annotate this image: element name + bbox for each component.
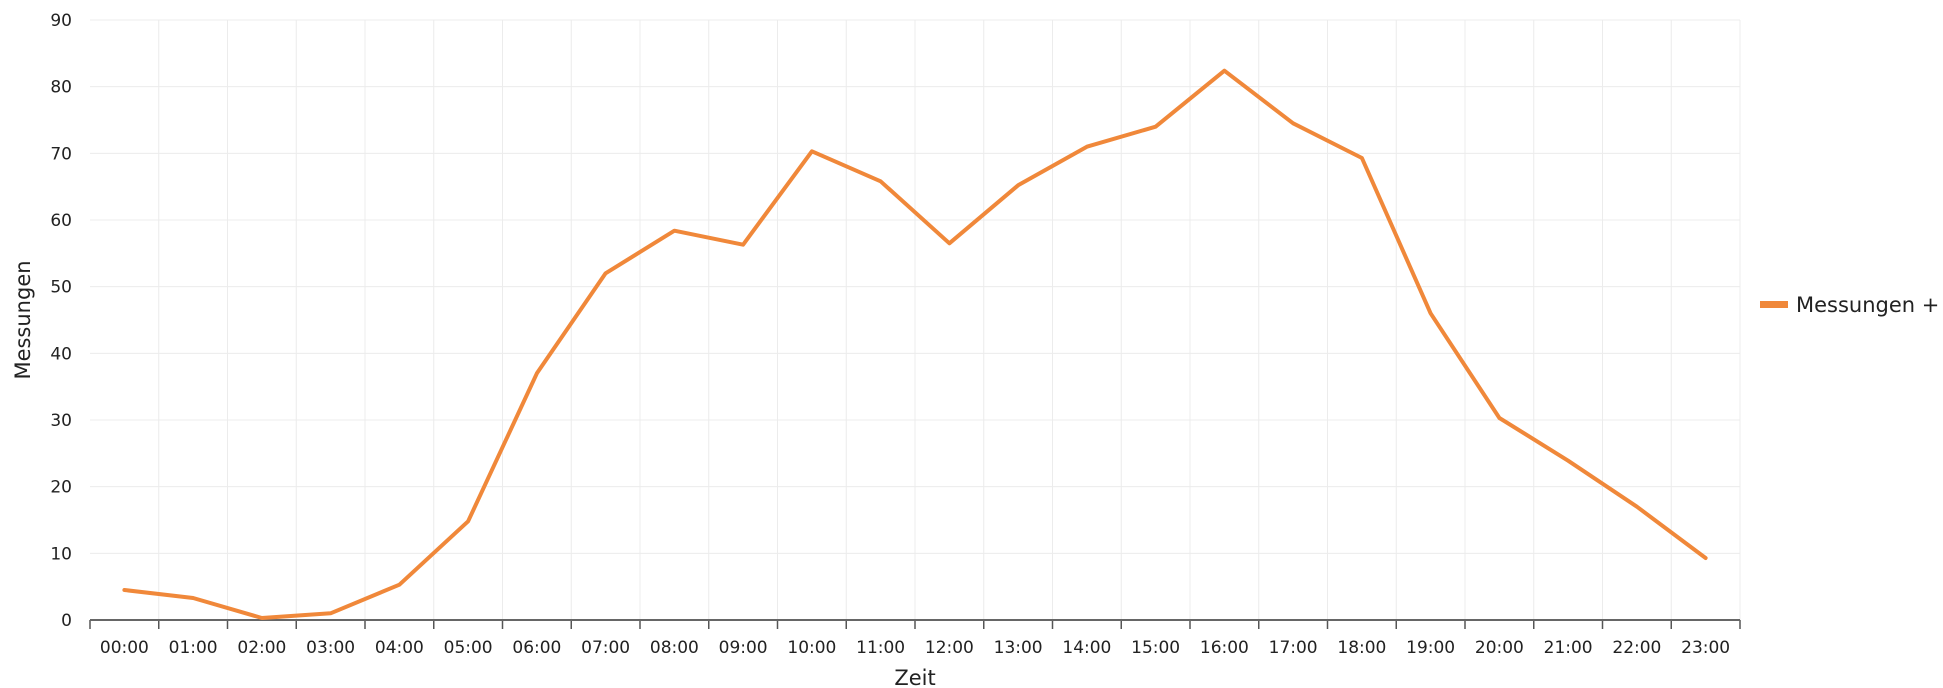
y-tick-label: 30 bbox=[50, 411, 72, 431]
x-tick-label: 02:00 bbox=[237, 638, 286, 658]
x-tick-label: 16:00 bbox=[1200, 638, 1249, 658]
series-layer bbox=[122, 68, 1708, 620]
y-axis-title: Messungen bbox=[11, 260, 35, 379]
y-tick-label: 40 bbox=[50, 344, 72, 364]
legend-swatch bbox=[1760, 301, 1788, 308]
x-tick-label: 17:00 bbox=[1269, 638, 1318, 658]
x-tick-label: 13:00 bbox=[994, 638, 1043, 658]
y-axis-ticks: 0 10 20 30 40 50 60 70 80 90 bbox=[50, 11, 72, 631]
x-tick-label: 14:00 bbox=[1062, 638, 1111, 658]
y-tick-label: 50 bbox=[50, 278, 72, 298]
x-tick-label: 00:00 bbox=[100, 638, 149, 658]
grid bbox=[90, 19, 1741, 620]
x-tick-label: 10:00 bbox=[787, 638, 836, 658]
y-tick-label: 60 bbox=[50, 211, 72, 231]
x-tick-label: 08:00 bbox=[650, 638, 699, 658]
y-tick-label: 70 bbox=[50, 144, 72, 164]
x-tick-label: 03:00 bbox=[306, 638, 355, 658]
y-tick-label: 20 bbox=[50, 478, 72, 498]
x-axis-title: Zeit bbox=[894, 666, 935, 688]
legend: Messungen + bbox=[1760, 293, 1939, 317]
x-axis-ticks: 00:00 01:00 02:00 03:00 04:00 05:00 06:00 07:00… bbox=[89, 620, 1741, 658]
legend-label: Messungen + bbox=[1796, 293, 1939, 317]
x-tick-label: 15:00 bbox=[1131, 638, 1180, 658]
y-tick-label: 80 bbox=[50, 78, 72, 98]
x-tick-label: 09:00 bbox=[719, 638, 768, 658]
x-tick-label: 23:00 bbox=[1681, 638, 1730, 658]
x-tick-label: 20:00 bbox=[1475, 638, 1524, 658]
x-tick-label: 05:00 bbox=[444, 638, 493, 658]
x-tick-label: 01:00 bbox=[169, 638, 218, 658]
y-tick-label: 0 bbox=[61, 611, 72, 631]
x-tick-label: 04:00 bbox=[375, 638, 424, 658]
y-tick-label: 90 bbox=[50, 11, 72, 31]
x-tick-label: 07:00 bbox=[581, 638, 630, 658]
x-tick-label: 22:00 bbox=[1612, 638, 1661, 658]
x-tick-label: 21:00 bbox=[1544, 638, 1593, 658]
y-tick-label: 10 bbox=[50, 544, 72, 564]
x-tick-label: 12:00 bbox=[925, 638, 974, 658]
x-tick-label: 06:00 bbox=[512, 638, 561, 658]
x-tick-label: 19:00 bbox=[1406, 638, 1455, 658]
x-tick-label: 11:00 bbox=[856, 638, 905, 658]
series-line bbox=[122, 68, 1708, 620]
x-tick-label: 18:00 bbox=[1337, 638, 1386, 658]
